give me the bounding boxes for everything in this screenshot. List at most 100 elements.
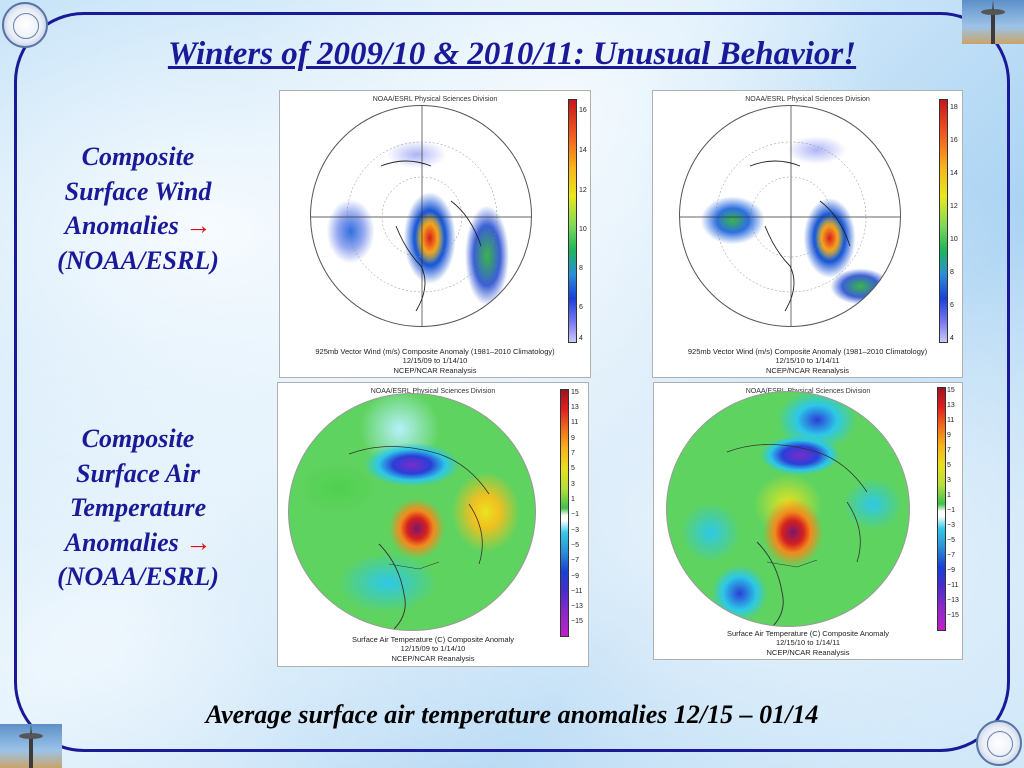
- ams-seal-logo-bottom-right: [976, 720, 1022, 766]
- tick-label: −15: [947, 612, 959, 619]
- label-line: Temperature: [69, 493, 207, 523]
- label-line: Composite: [81, 142, 195, 171]
- tick-label: 5: [947, 462, 951, 469]
- tick-label: 15: [947, 387, 955, 394]
- tick-label: 13: [947, 402, 955, 409]
- caption-title: Surface Air Temperature (C) Composite An…: [726, 629, 889, 638]
- tick-label: 9: [571, 435, 575, 442]
- panel-header: NOAA/ESRL Physical Sciences Division: [745, 96, 870, 103]
- wind-anomaly-map-2010-11: NOAA/ESRL Physical Sciences Division 18 …: [652, 90, 963, 378]
- tick-label: 11: [947, 417, 955, 424]
- caption-dates: 12/15/09 to 1/14/10: [400, 644, 466, 654]
- tick-label: 3: [571, 481, 575, 488]
- tick-label: 12: [950, 203, 958, 210]
- wind-anomaly-map-2009-10: NOAA/ESRL Physical Sciences Division 16 …: [279, 90, 591, 378]
- label-line: Surface Wind: [64, 176, 212, 206]
- colorbar: [560, 389, 569, 637]
- polar-map: [288, 393, 536, 631]
- tick-label: −13: [947, 597, 959, 604]
- colorbar: [939, 99, 948, 343]
- tick-label: −11: [947, 582, 959, 589]
- panel-caption: Surface Air Temperature (C) Composite An…: [654, 629, 962, 657]
- label-line: Anomalies →: [64, 527, 212, 557]
- caption-source: NCEP/NCAR Reanalysis: [766, 647, 850, 657]
- tick-label: −7: [571, 557, 579, 564]
- colorbar-ticks: 15 13 11 9 7 5 3 1 −1 −3 −5 −7 −9 −11 −1…: [947, 387, 962, 631]
- arrow-right-icon: →: [185, 211, 212, 241]
- slide-frame: [14, 12, 1010, 752]
- tick-label: 10: [579, 226, 587, 233]
- panel-header: NOAA/ESRL Physical Sciences Division: [372, 96, 498, 103]
- tick-label: 6: [950, 302, 954, 309]
- colorbar: [937, 387, 946, 631]
- tick-label: 13: [571, 404, 579, 411]
- panel-caption: Surface Air Temperature (C) Composite An…: [278, 635, 588, 663]
- label-line: (NOAA/ESRL): [57, 562, 219, 592]
- tick-label: −5: [947, 537, 955, 544]
- caption-source: NCEP/NCAR Reanalysis: [393, 365, 477, 375]
- caption-title: 925mb Vector Wind (m/s) Composite Anomal…: [315, 347, 555, 356]
- temperature-anomalies-label: Composite Surface Air Temperature Anomal…: [28, 422, 248, 595]
- space-needle-photo-bottom-left: [0, 724, 62, 768]
- tick-label: 8: [950, 269, 954, 276]
- space-needle-photo-top-right: [962, 0, 1024, 44]
- tick-label: −5: [571, 542, 579, 549]
- caption-source: NCEP/NCAR Reanalysis: [766, 365, 849, 375]
- ams-seal-logo-top-left: [2, 2, 48, 48]
- tick-label: −3: [947, 522, 955, 529]
- caption-dates: 12/15/10 to 1/14/11: [775, 356, 840, 366]
- caption-title: Surface Air Temperature (C) Composite An…: [351, 635, 514, 644]
- label-line: Composite: [81, 424, 195, 453]
- tick-label: −3: [571, 527, 579, 534]
- tick-label: −7: [947, 552, 955, 559]
- tick-label: −1: [571, 511, 579, 518]
- polar-map: [310, 105, 532, 327]
- tick-label: 3: [947, 477, 951, 484]
- panel-header: NOAA/ESRL Physical Sciences Division: [370, 388, 496, 395]
- tick-label: 8: [579, 265, 583, 272]
- tick-label: 10: [950, 236, 958, 243]
- tick-label: 14: [950, 170, 958, 177]
- tick-label: 1: [947, 492, 951, 499]
- colorbar-ticks: 15 13 11 9 7 5 3 1 −1 −3 −5 −7 −9 −11 −1…: [571, 389, 588, 637]
- tick-label: −11: [571, 588, 583, 595]
- tick-label: 11: [571, 419, 579, 426]
- caption-title: 925mb Vector Wind (m/s) Composite Anomal…: [687, 347, 928, 356]
- tick-label: 12: [579, 187, 587, 194]
- panel-caption: 925mb Vector Wind (m/s) Composite Anomal…: [280, 347, 590, 375]
- label-line: (NOAA/ESRL): [57, 245, 219, 275]
- tick-label: 15: [571, 389, 579, 396]
- tick-label: 9: [947, 432, 951, 439]
- polar-map: [679, 105, 901, 327]
- wind-anomalies-label: Composite Surface Wind Anomalies → (NOAA…: [28, 140, 248, 278]
- tick-label: 16: [579, 107, 587, 114]
- temperature-anomaly-map-2009-10: NOAA/ESRL Physical Sciences Division 15 …: [277, 382, 589, 667]
- colorbar-ticks: 16 14 12 10 8 6 4: [579, 99, 590, 343]
- temperature-anomaly-map-2010-11: NOAA/ESRL Physical Sciences Division 15 …: [653, 382, 963, 660]
- slide-footer: Average surface air temperature anomalie…: [205, 700, 819, 729]
- caption-source: NCEP/NCAR Reanalysis: [391, 653, 475, 663]
- tick-label: 7: [571, 450, 575, 457]
- colorbar-ticks: 18 16 14 12 10 8 6 4: [950, 99, 962, 343]
- polar-map: [666, 391, 910, 627]
- label-line: Anomalies →: [64, 211, 212, 241]
- tick-label: 4: [579, 335, 583, 342]
- colorbar: [568, 99, 577, 343]
- tick-label: −1: [947, 507, 955, 514]
- tick-label: −13: [571, 603, 583, 610]
- panel-header: NOAA/ESRL Physical Sciences Division: [745, 388, 871, 395]
- panel-caption: 925mb Vector Wind (m/s) Composite Anomal…: [653, 347, 962, 375]
- caption-dates: 12/15/09 to 1/14/10: [402, 356, 468, 366]
- tick-label: 6: [579, 304, 583, 311]
- tick-label: 7: [947, 447, 951, 454]
- tick-label: −9: [571, 573, 579, 580]
- arrow-right-icon: →: [185, 527, 212, 557]
- tick-label: −9: [947, 567, 955, 574]
- slide-title: Winters of 2009/10 & 2010/11: Unusual Be…: [167, 36, 857, 72]
- label-line: Surface Air: [76, 458, 200, 488]
- tick-label: 18: [950, 104, 958, 111]
- tick-label: 1: [571, 496, 575, 503]
- caption-dates: 12/15/10 to 1/14/11: [775, 638, 841, 648]
- tick-label: −15: [571, 618, 583, 625]
- tick-label: 5: [571, 465, 575, 472]
